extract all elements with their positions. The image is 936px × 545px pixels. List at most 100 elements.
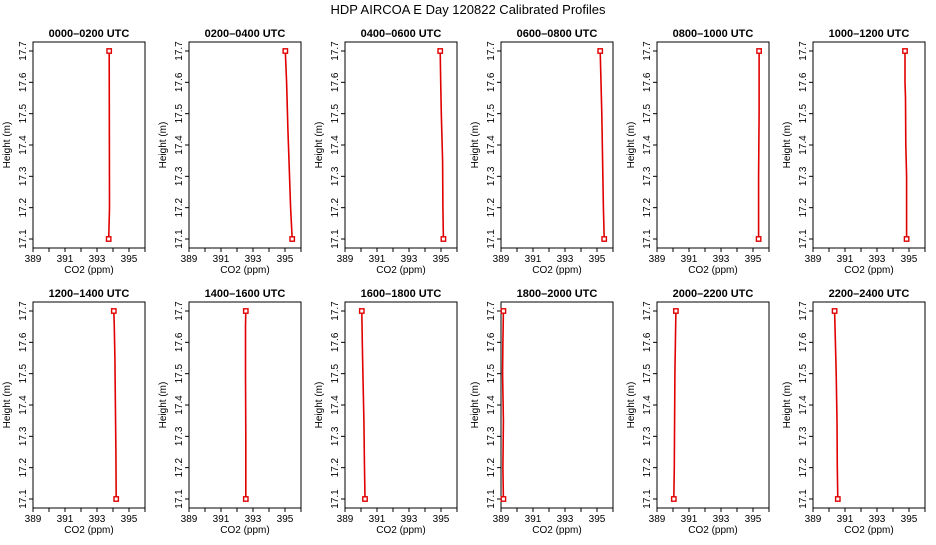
y-tick-label: 17.1: [798, 489, 809, 509]
x-tick-label: 393: [245, 254, 262, 265]
profile-line: [835, 311, 838, 499]
y-tick-label: 17.7: [486, 41, 497, 61]
y-axis-label: Height (m): [2, 122, 13, 169]
profile-point: [114, 497, 118, 501]
plot-frame: [33, 302, 145, 508]
y-tick-label: 17.5: [174, 363, 185, 383]
x-tick-label: 391: [681, 514, 698, 525]
y-tick-label: 17.1: [18, 229, 29, 249]
y-tick-label: 17.4: [330, 395, 341, 415]
y-tick-label: 17.4: [18, 395, 29, 415]
x-tick-label: 395: [901, 254, 918, 265]
profile-point: [290, 237, 294, 241]
panel-title: 0800–1000 UTC: [673, 28, 754, 40]
x-axis-label: CO2 (ppm): [376, 265, 425, 276]
panel-title: 1400–1600 UTC: [205, 288, 286, 300]
plot-frame: [813, 302, 925, 508]
y-tick-label: 17.1: [174, 229, 185, 249]
plot-frame: [501, 42, 613, 248]
profile-point: [441, 237, 445, 241]
y-axis-label: Height (m): [626, 382, 637, 429]
profile-point: [756, 237, 760, 241]
y-tick-label: 17.3: [798, 426, 809, 446]
y-tick-label: 17.1: [642, 489, 653, 509]
y-tick-label: 17.5: [642, 363, 653, 383]
y-tick-label: 17.6: [486, 72, 497, 92]
panel-title: 2200–2400 UTC: [829, 288, 910, 300]
x-tick-label: 393: [869, 254, 886, 265]
y-tick-label: 17.4: [798, 135, 809, 155]
y-tick-label: 17.5: [330, 363, 341, 383]
plot-frame: [657, 42, 769, 248]
y-tick-label: 17.3: [330, 166, 341, 186]
y-tick-label: 17.2: [18, 197, 29, 217]
x-tick-label: 389: [805, 254, 822, 265]
y-tick-label: 17.6: [18, 72, 29, 92]
profile-point: [363, 497, 367, 501]
y-tick-label: 17.5: [642, 103, 653, 123]
y-tick-label: 17.7: [798, 41, 809, 61]
x-tick-label: 393: [713, 514, 730, 525]
y-tick-label: 17.6: [330, 332, 341, 352]
y-axis-label: Height (m): [158, 382, 169, 429]
x-tick-label: 391: [57, 254, 74, 265]
x-tick-label: 395: [433, 514, 450, 525]
x-tick-label: 395: [121, 514, 138, 525]
x-tick-label: 393: [89, 514, 106, 525]
y-tick-label: 17.2: [486, 457, 497, 477]
y-tick-label: 17.1: [18, 489, 29, 509]
x-tick-label: 389: [337, 514, 354, 525]
y-tick-label: 17.6: [174, 72, 185, 92]
x-tick-label: 393: [557, 254, 574, 265]
profile-line: [440, 51, 443, 239]
x-tick-label: 391: [837, 254, 854, 265]
y-tick-label: 17.1: [330, 489, 341, 509]
profile-point: [674, 309, 678, 313]
x-tick-label: 391: [681, 254, 698, 265]
panel-title: 1200–1400 UTC: [49, 288, 130, 300]
x-tick-label: 393: [869, 514, 886, 525]
profile-line: [109, 51, 110, 239]
x-tick-label: 389: [25, 254, 42, 265]
y-axis-label: Height (m): [626, 122, 637, 169]
x-tick-label: 395: [277, 254, 294, 265]
profile-point: [360, 309, 364, 313]
y-tick-label: 17.5: [486, 363, 497, 383]
y-tick-label: 17.4: [798, 395, 809, 415]
y-tick-label: 17.1: [330, 229, 341, 249]
plot-frame: [501, 302, 613, 508]
x-tick-label: 391: [369, 514, 386, 525]
profile-point: [244, 309, 248, 313]
y-tick-label: 17.5: [798, 103, 809, 123]
panel-title: 0600–0800 UTC: [517, 28, 598, 40]
y-tick-label: 17.5: [18, 363, 29, 383]
x-tick-label: 393: [557, 514, 574, 525]
y-tick-label: 17.2: [798, 457, 809, 477]
plot-frame: [189, 42, 301, 248]
profile-line: [674, 311, 676, 499]
y-tick-label: 17.7: [174, 41, 185, 61]
x-axis-label: CO2 (ppm): [376, 525, 425, 536]
y-tick-label: 17.4: [642, 395, 653, 415]
x-axis-label: CO2 (ppm): [64, 265, 113, 276]
panel-title: 0200–0400 UTC: [205, 28, 286, 40]
plot-frame: [813, 42, 925, 248]
x-axis-label: CO2 (ppm): [532, 525, 581, 536]
x-tick-label: 395: [589, 514, 606, 525]
x-tick-label: 389: [25, 514, 42, 525]
x-axis-label: CO2 (ppm): [532, 265, 581, 276]
x-tick-label: 389: [337, 254, 354, 265]
profile-point: [438, 49, 442, 53]
y-tick-label: 17.5: [18, 103, 29, 123]
y-axis-label: Height (m): [314, 122, 325, 169]
profile-point: [672, 497, 676, 501]
x-axis-label: CO2 (ppm): [688, 525, 737, 536]
